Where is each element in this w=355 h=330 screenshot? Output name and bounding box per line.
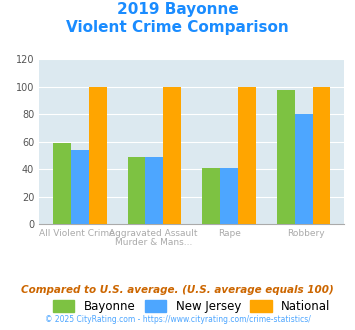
Bar bbox=[127, 157, 146, 224]
Bar bbox=[53, 143, 71, 224]
Bar bbox=[202, 168, 220, 224]
Text: Murder & Mans...: Murder & Mans... bbox=[115, 238, 192, 247]
Text: © 2025 CityRating.com - https://www.cityrating.com/crime-statistics/: © 2025 CityRating.com - https://www.city… bbox=[45, 315, 310, 324]
Bar bbox=[312, 87, 331, 224]
Bar bbox=[71, 150, 89, 224]
Legend: Bayonne, New Jersey, National: Bayonne, New Jersey, National bbox=[53, 300, 331, 313]
Text: Compared to U.S. average. (U.S. average equals 100): Compared to U.S. average. (U.S. average … bbox=[21, 285, 334, 295]
Text: All Violent Crime: All Violent Crime bbox=[39, 229, 115, 238]
Bar bbox=[163, 87, 181, 224]
Bar bbox=[89, 87, 106, 224]
Text: Aggravated Assault: Aggravated Assault bbox=[109, 229, 198, 238]
Text: Violent Crime Comparison: Violent Crime Comparison bbox=[66, 20, 289, 35]
Bar bbox=[295, 115, 312, 224]
Bar bbox=[277, 90, 295, 224]
Bar bbox=[220, 168, 238, 224]
Bar bbox=[238, 87, 256, 224]
Text: 2019 Bayonne: 2019 Bayonne bbox=[117, 2, 238, 16]
Bar bbox=[146, 157, 163, 224]
Text: Robbery: Robbery bbox=[288, 229, 325, 238]
Text: Rape: Rape bbox=[218, 229, 241, 238]
